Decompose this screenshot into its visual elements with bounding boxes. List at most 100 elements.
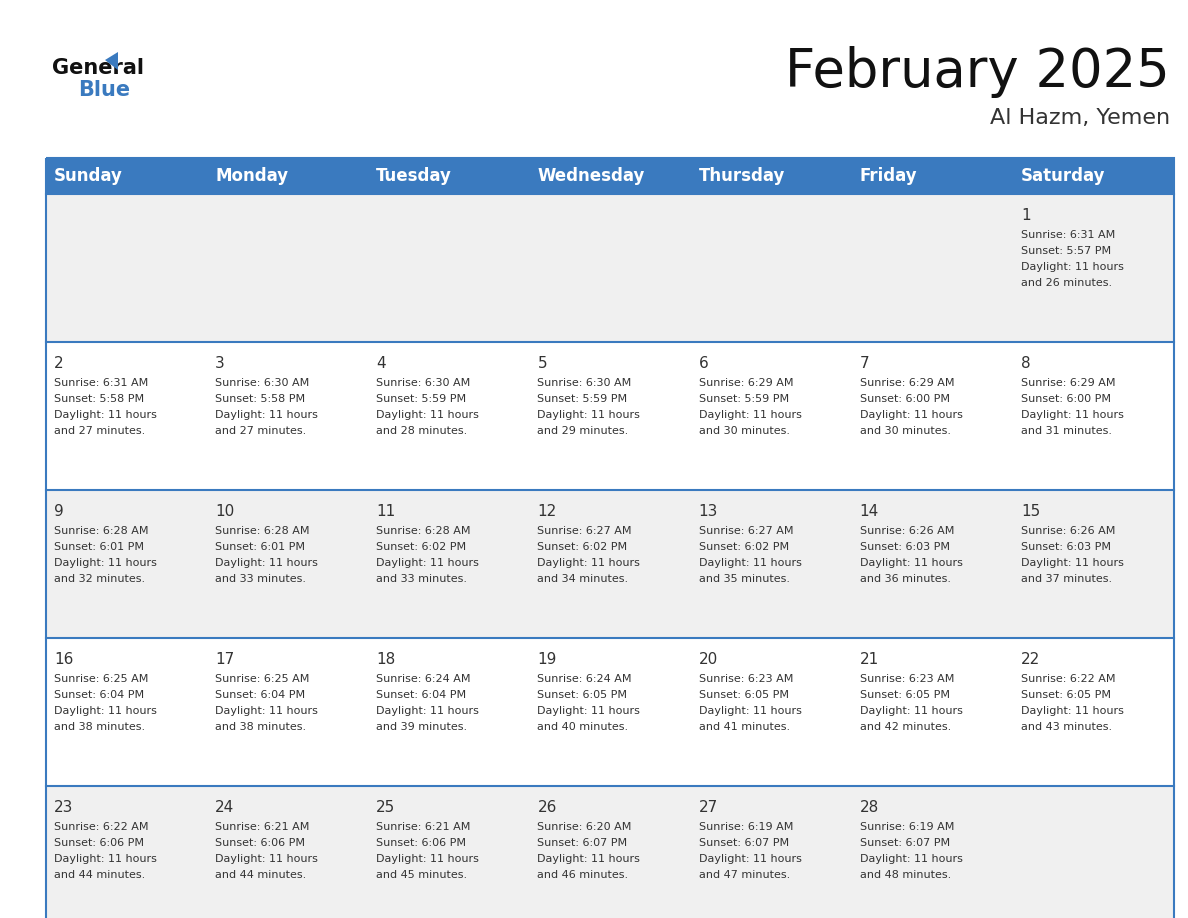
Text: Sunrise: 6:25 AM: Sunrise: 6:25 AM [215, 674, 310, 684]
Text: 24: 24 [215, 800, 234, 815]
Text: and 28 minutes.: and 28 minutes. [377, 426, 468, 436]
Text: and 30 minutes.: and 30 minutes. [699, 426, 790, 436]
Text: Daylight: 11 hours: Daylight: 11 hours [377, 854, 479, 864]
Text: and 30 minutes.: and 30 minutes. [860, 426, 950, 436]
Text: Daylight: 11 hours: Daylight: 11 hours [860, 410, 962, 420]
Text: 22: 22 [1020, 652, 1041, 667]
Text: Sunrise: 6:28 AM: Sunrise: 6:28 AM [377, 526, 470, 536]
Text: Sunrise: 6:22 AM: Sunrise: 6:22 AM [1020, 674, 1116, 684]
Text: 18: 18 [377, 652, 396, 667]
Text: Sunrise: 6:19 AM: Sunrise: 6:19 AM [699, 822, 792, 832]
Text: 20: 20 [699, 652, 718, 667]
Text: 9: 9 [53, 504, 64, 519]
Bar [46, 638, 1174, 786]
Text: and 34 minutes.: and 34 minutes. [537, 574, 628, 584]
Text: 16: 16 [53, 652, 74, 667]
Text: Sunrise: 6:27 AM: Sunrise: 6:27 AM [537, 526, 632, 536]
Text: 1: 1 [1020, 208, 1030, 223]
Bar [46, 342, 1174, 490]
Text: Daylight: 11 hours: Daylight: 11 hours [1020, 410, 1124, 420]
Text: and 27 minutes.: and 27 minutes. [53, 426, 145, 436]
Text: Saturday: Saturday [1020, 167, 1105, 185]
Text: Monday: Monday [215, 167, 289, 185]
Text: Sunset: 6:06 PM: Sunset: 6:06 PM [215, 838, 305, 848]
Bar [46, 158, 1174, 194]
Text: and 44 minutes.: and 44 minutes. [53, 870, 145, 880]
Text: Sunrise: 6:21 AM: Sunrise: 6:21 AM [377, 822, 470, 832]
Text: and 39 minutes.: and 39 minutes. [377, 722, 467, 732]
Text: 2: 2 [53, 356, 64, 371]
Text: 11: 11 [377, 504, 396, 519]
Text: 12: 12 [537, 504, 557, 519]
Bar [46, 490, 1174, 638]
Text: Daylight: 11 hours: Daylight: 11 hours [1020, 558, 1124, 568]
Text: Sunrise: 6:27 AM: Sunrise: 6:27 AM [699, 526, 794, 536]
Text: Sunset: 6:07 PM: Sunset: 6:07 PM [860, 838, 950, 848]
Text: and 27 minutes.: and 27 minutes. [215, 426, 307, 436]
Text: 19: 19 [537, 652, 557, 667]
Text: 26: 26 [537, 800, 557, 815]
Text: Sunset: 6:05 PM: Sunset: 6:05 PM [699, 690, 789, 700]
Text: Daylight: 11 hours: Daylight: 11 hours [537, 558, 640, 568]
Text: 3: 3 [215, 356, 225, 371]
Text: Sunrise: 6:24 AM: Sunrise: 6:24 AM [537, 674, 632, 684]
Text: Sunset: 6:01 PM: Sunset: 6:01 PM [53, 542, 144, 552]
Text: 25: 25 [377, 800, 396, 815]
Text: Sunset: 6:05 PM: Sunset: 6:05 PM [537, 690, 627, 700]
Text: Sunrise: 6:26 AM: Sunrise: 6:26 AM [860, 526, 954, 536]
Text: Sunrise: 6:29 AM: Sunrise: 6:29 AM [699, 378, 794, 388]
Text: Sunset: 6:00 PM: Sunset: 6:00 PM [860, 394, 949, 404]
Text: and 41 minutes.: and 41 minutes. [699, 722, 790, 732]
Text: Sunset: 6:02 PM: Sunset: 6:02 PM [699, 542, 789, 552]
Text: 17: 17 [215, 652, 234, 667]
Text: and 38 minutes.: and 38 minutes. [53, 722, 145, 732]
Text: and 47 minutes.: and 47 minutes. [699, 870, 790, 880]
Text: Sunset: 5:59 PM: Sunset: 5:59 PM [699, 394, 789, 404]
Text: General: General [52, 58, 144, 78]
Text: Sunrise: 6:29 AM: Sunrise: 6:29 AM [1020, 378, 1116, 388]
Text: 6: 6 [699, 356, 708, 371]
Text: Sunrise: 6:30 AM: Sunrise: 6:30 AM [215, 378, 309, 388]
Text: Sunrise: 6:25 AM: Sunrise: 6:25 AM [53, 674, 148, 684]
Text: February 2025: February 2025 [785, 46, 1170, 98]
Text: Daylight: 11 hours: Daylight: 11 hours [377, 706, 479, 716]
Text: and 37 minutes.: and 37 minutes. [1020, 574, 1112, 584]
Text: Sunrise: 6:23 AM: Sunrise: 6:23 AM [860, 674, 954, 684]
Text: Sunrise: 6:28 AM: Sunrise: 6:28 AM [53, 526, 148, 536]
Text: Sunrise: 6:21 AM: Sunrise: 6:21 AM [215, 822, 310, 832]
Text: Daylight: 11 hours: Daylight: 11 hours [537, 706, 640, 716]
Text: Sunset: 6:07 PM: Sunset: 6:07 PM [699, 838, 789, 848]
Text: 10: 10 [215, 504, 234, 519]
Text: 13: 13 [699, 504, 718, 519]
Text: 7: 7 [860, 356, 870, 371]
Text: and 36 minutes.: and 36 minutes. [860, 574, 950, 584]
Text: Daylight: 11 hours: Daylight: 11 hours [860, 854, 962, 864]
Text: Daylight: 11 hours: Daylight: 11 hours [53, 706, 157, 716]
Text: Daylight: 11 hours: Daylight: 11 hours [53, 854, 157, 864]
Text: 15: 15 [1020, 504, 1041, 519]
Text: Daylight: 11 hours: Daylight: 11 hours [699, 558, 802, 568]
Text: Sunset: 6:07 PM: Sunset: 6:07 PM [537, 838, 627, 848]
Text: Sunset: 6:06 PM: Sunset: 6:06 PM [53, 838, 144, 848]
Text: Daylight: 11 hours: Daylight: 11 hours [215, 854, 318, 864]
Text: Daylight: 11 hours: Daylight: 11 hours [377, 410, 479, 420]
Text: Sunset: 5:57 PM: Sunset: 5:57 PM [1020, 246, 1111, 256]
Text: Sunset: 5:58 PM: Sunset: 5:58 PM [53, 394, 144, 404]
Text: and 32 minutes.: and 32 minutes. [53, 574, 145, 584]
Text: Daylight: 11 hours: Daylight: 11 hours [53, 410, 157, 420]
Text: Friday: Friday [860, 167, 917, 185]
Text: Sunset: 6:01 PM: Sunset: 6:01 PM [215, 542, 305, 552]
Text: and 46 minutes.: and 46 minutes. [537, 870, 628, 880]
Text: and 48 minutes.: and 48 minutes. [860, 870, 950, 880]
Text: and 45 minutes.: and 45 minutes. [377, 870, 467, 880]
Text: 4: 4 [377, 356, 386, 371]
Text: Al Hazm, Yemen: Al Hazm, Yemen [990, 108, 1170, 128]
Text: Sunset: 5:59 PM: Sunset: 5:59 PM [377, 394, 467, 404]
Text: Sunrise: 6:31 AM: Sunrise: 6:31 AM [1020, 230, 1116, 240]
Text: Sunrise: 6:30 AM: Sunrise: 6:30 AM [377, 378, 470, 388]
Text: Daylight: 11 hours: Daylight: 11 hours [699, 854, 802, 864]
Text: 28: 28 [860, 800, 879, 815]
Bar [46, 194, 1174, 342]
Text: Daylight: 11 hours: Daylight: 11 hours [860, 558, 962, 568]
Text: Sunset: 6:04 PM: Sunset: 6:04 PM [53, 690, 144, 700]
